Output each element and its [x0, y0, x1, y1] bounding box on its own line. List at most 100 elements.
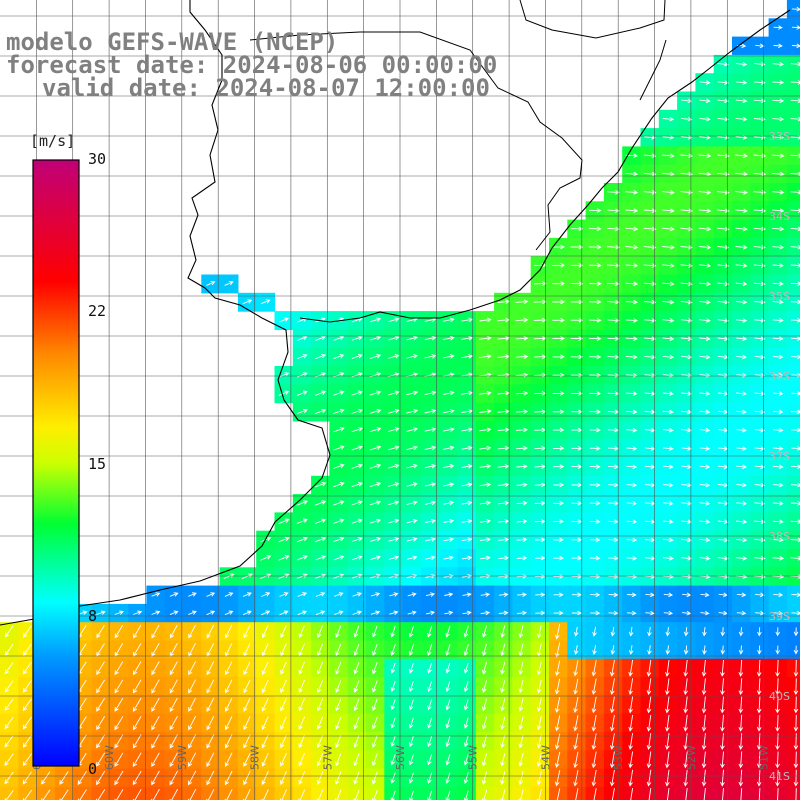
coastline [0, 0, 791, 626]
wind-arrow [23, 625, 32, 638]
wind-arrow [590, 610, 601, 616]
wind-arrow [279, 317, 289, 323]
wind-arrow [662, 153, 675, 159]
wind-arrow [188, 697, 196, 712]
wind-arrow [22, 735, 32, 748]
wind-arrow [298, 771, 306, 785]
wind-arrow [665, 751, 670, 769]
wind-arrow [388, 354, 400, 359]
wind-arrow [133, 661, 142, 676]
wind-speed-cell [786, 530, 800, 550]
wind-arrow [390, 699, 396, 711]
wind-arrow [534, 537, 546, 543]
wind-speed-cell [786, 128, 800, 147]
wind-arrow [518, 716, 524, 731]
wind-arrow [353, 735, 360, 748]
wind-arrow [735, 208, 748, 214]
wind-arrow [279, 592, 289, 597]
wind-speed-cell [786, 786, 800, 800]
wind-arrow [589, 519, 601, 524]
wind-arrow [571, 464, 583, 469]
wind-arrow [461, 409, 474, 414]
wind-arrow [681, 373, 693, 378]
wind-arrow [243, 716, 251, 731]
wind-arrow [424, 390, 437, 396]
wind-arrow [628, 645, 634, 655]
wind-arrow [625, 318, 638, 323]
wind-arrow [756, 696, 762, 714]
wind-arrow [443, 518, 455, 524]
wind-arrow [647, 645, 652, 655]
wind-speed-cell [201, 786, 221, 800]
wind-arrow [333, 555, 345, 561]
wind-arrow [132, 697, 142, 712]
wind-arrow [4, 753, 14, 766]
wind-arrow [334, 592, 344, 597]
wind-arrow [515, 299, 529, 305]
wind-arrow [370, 555, 381, 561]
wind-arrow [791, 446, 800, 451]
wind-arrow [793, 769, 799, 787]
wind-arrow [296, 536, 308, 543]
wind-arrow [611, 788, 615, 800]
wind-arrow [736, 501, 748, 506]
wind-arrow [589, 482, 601, 488]
wind-arrow [588, 318, 602, 323]
wind-arrow [552, 409, 565, 414]
colorbar-tick-30: 30 [88, 150, 107, 168]
wind-speed-cell [183, 786, 202, 800]
wind-arrow [628, 678, 634, 696]
wind-arrow [644, 354, 656, 360]
wind-arrow [315, 390, 327, 396]
wind-arrow [353, 698, 360, 712]
wind-arrow [406, 482, 418, 487]
wind-arrow [408, 735, 414, 748]
longitude-label: 60W [103, 745, 116, 770]
wind-arrow [643, 171, 657, 177]
wind-arrow [169, 788, 178, 800]
wind-arrow [424, 463, 437, 469]
wind-arrow [754, 336, 766, 342]
wind-arrow [573, 645, 579, 656]
wind-arrow [316, 643, 324, 657]
wind-arrow [736, 354, 748, 360]
wind-arrow [717, 409, 729, 415]
wind-arrow [427, 735, 433, 748]
wind-arrow [333, 573, 345, 579]
wind-arrow [775, 696, 780, 714]
wind-arrow [609, 696, 615, 714]
wind-arrow [518, 789, 524, 800]
wind-arrow [261, 592, 271, 597]
wind-arrow [481, 734, 488, 749]
wind-arrow [518, 661, 524, 676]
wind-arrow [333, 390, 345, 396]
wind-arrow [772, 556, 785, 561]
wind-arrow [573, 660, 579, 677]
wind-arrow [461, 555, 473, 561]
wind-arrow [243, 789, 251, 800]
wind-arrow [757, 627, 762, 637]
wind-arrow [314, 408, 327, 415]
wind-arrow [592, 788, 597, 800]
wind-arrow [369, 408, 382, 414]
wind-arrow [296, 573, 308, 579]
wind-arrow [390, 772, 396, 784]
wind-arrow [608, 537, 619, 543]
wind-arrow [498, 592, 509, 597]
wind-arrow [223, 573, 235, 580]
wind-arrow [592, 626, 597, 637]
wind-arrow [680, 245, 693, 250]
wind-arrow [570, 263, 584, 268]
wind-arrow [608, 519, 619, 524]
wind-arrow [188, 788, 197, 800]
wind-arrow [552, 427, 565, 433]
wind-arrow [278, 390, 290, 396]
wind-arrow [717, 519, 729, 525]
wind-arrow [351, 372, 363, 378]
wind-arrow [775, 678, 780, 696]
wind-arrow [515, 354, 529, 359]
wind-arrow [406, 445, 419, 451]
wind-arrow [224, 752, 233, 767]
wind-speed-cell [786, 201, 800, 221]
map-title: modelo GEFS-WAVE (NCEP) [6, 28, 339, 56]
